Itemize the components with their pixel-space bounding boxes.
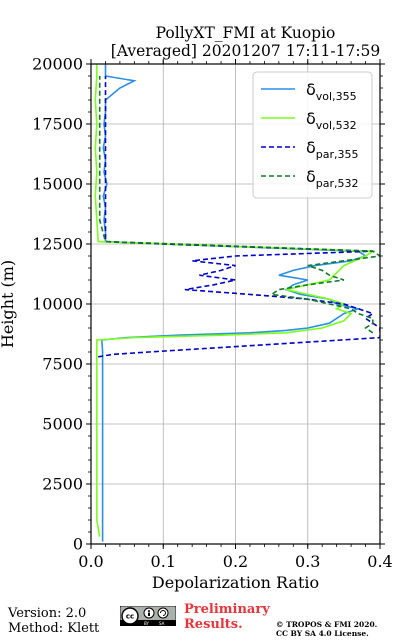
series-line-4 (98, 76, 380, 334)
y-tick-label: 12500 (32, 235, 83, 254)
y-tick-label: 10000 (32, 295, 83, 314)
plot-area (94, 64, 380, 542)
legend-box (252, 71, 373, 199)
method-label: Method: Klett (8, 621, 100, 636)
x-tick-label: 0.0 (78, 552, 103, 571)
x-tick-label: 0.1 (151, 552, 176, 571)
y-tick-label: 7500 (42, 355, 83, 374)
version-label: Version: 2.0 (8, 606, 87, 621)
y-tick-label: 2500 (42, 475, 83, 494)
license-note: © TROPOS & FMI 2020. CC BY SA 4.0 Licens… (276, 620, 377, 638)
x-tick-label: 0.4 (367, 552, 392, 571)
y-tick-label: 5000 (42, 415, 83, 434)
x-axis-label: Depolarization Ratio (152, 573, 319, 592)
preliminary-line-1: Preliminary (184, 602, 270, 617)
preliminary-notice: Preliminary Results. (184, 602, 270, 632)
svg-text:SA: SA (159, 621, 165, 626)
x-tick-label: 0.2 (223, 552, 248, 571)
series-line-3 (98, 76, 380, 358)
copyright-text: © TROPOS & FMI 2020. (276, 620, 378, 629)
chart-title-line-1: PollyXT_FMI at Kuopio (156, 24, 336, 42)
svg-text:BY: BY (144, 621, 150, 626)
cc-by-sa-icon: cc BY SA (120, 606, 176, 626)
y-tick-label: 17500 (32, 115, 83, 134)
y-axis-label: Height (m) (0, 260, 17, 348)
x-tick-label: 0.3 (295, 552, 320, 571)
svg-text:cc: cc (126, 613, 134, 621)
footer-info: Version: 2.0 Method: Klett (8, 606, 99, 636)
y-tick-label: 15000 (32, 175, 83, 194)
y-tick-label: 0 (73, 535, 83, 554)
axis-ticks: 0.0 0.1 0.2 0.3 0.4 0 2500 5000 7500 10000 12500 15… (32, 55, 393, 572)
series-line-2 (94, 64, 376, 537)
chart-title-line-2: [Averaged] 20201207 17:11-17:59 (111, 42, 381, 60)
chart-titles: PollyXT_FMI at Kuopio[Averaged] 20201207… (0, 24, 380, 592)
license-text: CC BY SA 4.0 License. (276, 629, 369, 638)
y-tick-label: 20000 (32, 55, 83, 74)
preliminary-line-2: Results. (184, 617, 243, 632)
